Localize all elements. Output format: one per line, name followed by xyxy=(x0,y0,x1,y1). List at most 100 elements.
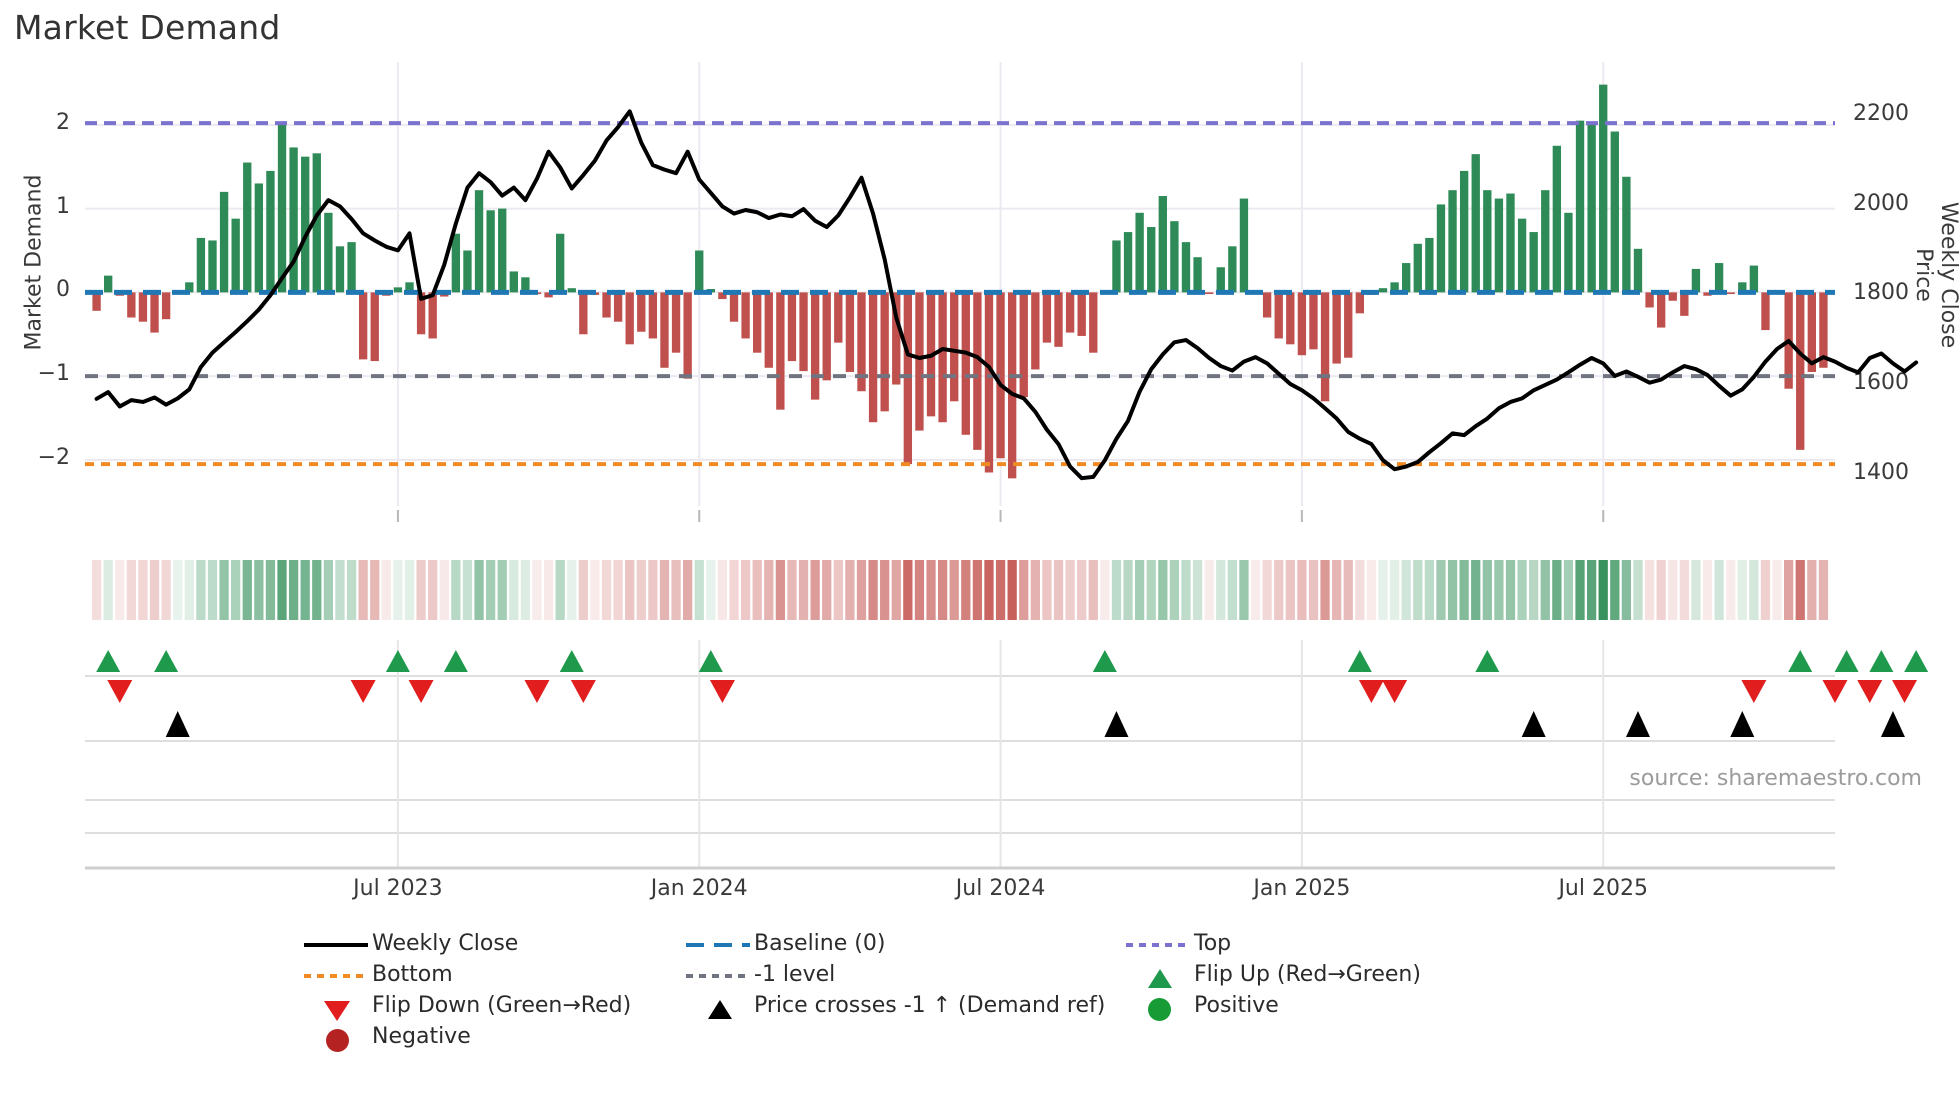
heatmap-strip-cell xyxy=(173,560,183,620)
heatmap-strip-cell xyxy=(323,560,334,620)
demand-bar-positive xyxy=(1494,198,1504,293)
demand-bar-negative xyxy=(776,292,785,410)
heatmap-strip-cell xyxy=(787,560,797,620)
marker-flip-up xyxy=(1834,650,1859,672)
legend-label: Top xyxy=(1194,931,1232,956)
demand-bar-positive xyxy=(1738,282,1747,293)
x-axis-tick: Jan 2025 xyxy=(1253,876,1351,901)
legend-item-line-dotted-gray[interactable]: -1 level xyxy=(682,959,1122,990)
legend-item-circle-red[interactable]: Negative xyxy=(300,1021,682,1052)
heatmap-strip-cell xyxy=(706,560,716,620)
demand-bar-negative xyxy=(1054,292,1063,347)
heatmap-strip-cell xyxy=(1621,560,1632,620)
legend-key-line-dotted-purple-icon xyxy=(1122,931,1194,957)
demand-bar-negative xyxy=(787,292,797,362)
demand-bar-positive xyxy=(521,277,530,293)
heatmap-strip-cell xyxy=(1088,560,1098,620)
demand-bar-negative xyxy=(428,292,437,339)
demand-bar-positive xyxy=(393,287,403,293)
legend-item-triangle-up-green[interactable]: Flip Up (Red→Green) xyxy=(1122,959,1522,990)
heatmap-strip-cell xyxy=(1158,560,1168,620)
legend-item-line-solid-black[interactable]: Weekly Close xyxy=(300,928,682,959)
demand-bar-positive xyxy=(474,190,484,293)
heatmap-strip-cell xyxy=(1077,560,1087,620)
legend-item-line-dotted-orange[interactable]: Bottom xyxy=(300,959,682,990)
demand-bar-negative xyxy=(1680,292,1689,316)
demand-bar-positive xyxy=(196,237,206,293)
legend-key-line-dotted-gray-icon xyxy=(682,962,754,988)
demand-bar-positive xyxy=(498,208,507,293)
heatmap-strip-cell xyxy=(103,560,113,620)
heatmap-strip-cell xyxy=(891,560,901,620)
heatmap-strip-cell xyxy=(497,560,507,620)
heatmap-strip-cell xyxy=(439,560,449,620)
heatmap-strip-cell xyxy=(567,560,577,620)
heatmap-strip-cell xyxy=(404,560,415,620)
demand-bar-negative xyxy=(1262,292,1272,318)
x-axis-tick: Jul 2023 xyxy=(353,876,443,901)
demand-bar-positive xyxy=(185,282,194,293)
demand-bar-negative xyxy=(892,292,901,385)
demand-bar-positive xyxy=(1147,227,1156,293)
heatmap-strip-cell xyxy=(451,560,461,620)
demand-bar-negative xyxy=(1355,292,1365,314)
heatmap-strip-cell xyxy=(543,560,554,620)
legend-item-triangle-down-red[interactable]: Flip Down (Green→Red) xyxy=(300,990,682,1021)
demand-bar-positive xyxy=(1123,232,1133,293)
marker-price-cross-up xyxy=(1730,711,1755,737)
heatmap-strip-cell xyxy=(474,560,484,620)
demand-bar-positive xyxy=(324,212,333,293)
demand-bar-negative xyxy=(150,292,159,333)
legend-label: Baseline (0) xyxy=(754,931,886,956)
demand-bar-negative xyxy=(753,292,762,353)
demand-bar-negative xyxy=(1726,292,1735,295)
demand-bar-negative xyxy=(799,292,808,372)
legend-item-line-dashed-blue[interactable]: Baseline (0) xyxy=(682,928,1122,959)
marker-flip-up xyxy=(1092,650,1117,672)
heatmap-strip-cell xyxy=(1760,560,1771,620)
demand-bar-negative xyxy=(1077,292,1086,336)
demand-bar-positive xyxy=(335,246,345,293)
heatmap-strip-cell xyxy=(1042,560,1052,620)
legend-item-triangle-up-black[interactable]: Price crosses -1 ↑ (Demand ref) xyxy=(682,990,1122,1021)
heatmap-strip-cell xyxy=(358,560,368,620)
legend-key-triangle-down-red-icon xyxy=(300,993,372,1021)
demand-bar-positive xyxy=(509,271,518,293)
legend-item-line-dotted-purple[interactable]: Top xyxy=(1122,928,1522,959)
demand-bar-negative xyxy=(92,292,101,311)
demand-bar-positive xyxy=(1691,268,1701,293)
demand-bar-negative xyxy=(1286,292,1295,345)
heatmap-strip-cell xyxy=(1262,560,1272,620)
legend-label: Positive xyxy=(1194,993,1279,1018)
heatmap-strip-cell xyxy=(1378,560,1388,620)
y-axis-left-tick: 0 xyxy=(56,277,70,303)
marker-flip-down xyxy=(408,680,434,703)
legend-key-triangle-up-black-icon xyxy=(682,993,754,1019)
demand-bar-positive xyxy=(1459,170,1469,293)
heatmap-strip-cell xyxy=(1111,560,1122,620)
heatmap-strip-cell xyxy=(1644,560,1655,620)
demand-bar-negative xyxy=(1019,292,1028,398)
demand-bar-negative xyxy=(370,292,379,362)
heatmap-strip-cell xyxy=(775,560,785,620)
heatmap-strip-cell xyxy=(1216,560,1226,620)
demand-bar-negative xyxy=(764,292,773,368)
demand-bar-negative xyxy=(1819,292,1828,368)
marker-price-cross-up xyxy=(1880,711,1905,737)
y-axis-right-tick: 2000 xyxy=(1853,190,1909,216)
heatmap-strip-cell xyxy=(1146,560,1156,620)
y-axis-right-tick: 1400 xyxy=(1853,459,1909,485)
heatmap-strip-cell xyxy=(683,560,693,620)
marker-flip-down xyxy=(709,680,735,703)
demand-bar-negative xyxy=(1065,292,1075,333)
heatmap-strip-cell xyxy=(1181,560,1191,620)
demand-bar-positive xyxy=(1599,84,1608,293)
heatmap-strip-cell xyxy=(1749,560,1759,620)
legend-item-circle-green[interactable]: Positive xyxy=(1122,990,1522,1021)
demand-bar-positive xyxy=(1471,154,1480,293)
marker-flip-down xyxy=(350,680,376,703)
heatmap-strip-cell xyxy=(370,560,380,620)
y-axis-left-tick: 2 xyxy=(56,109,70,135)
source-attribution: source: sharemaestro.com xyxy=(1629,766,1922,791)
legend-row: Weekly Close Baseline (0) Top xyxy=(300,928,1680,959)
